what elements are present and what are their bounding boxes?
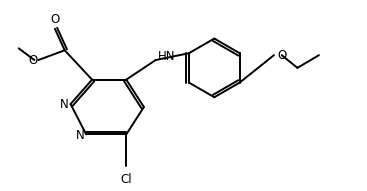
Text: O: O	[278, 49, 287, 62]
Text: O: O	[50, 13, 59, 26]
Text: N: N	[76, 129, 84, 142]
Text: HN: HN	[157, 50, 175, 63]
Text: O: O	[28, 53, 37, 66]
Text: Cl: Cl	[120, 173, 132, 186]
Text: N: N	[60, 98, 69, 111]
